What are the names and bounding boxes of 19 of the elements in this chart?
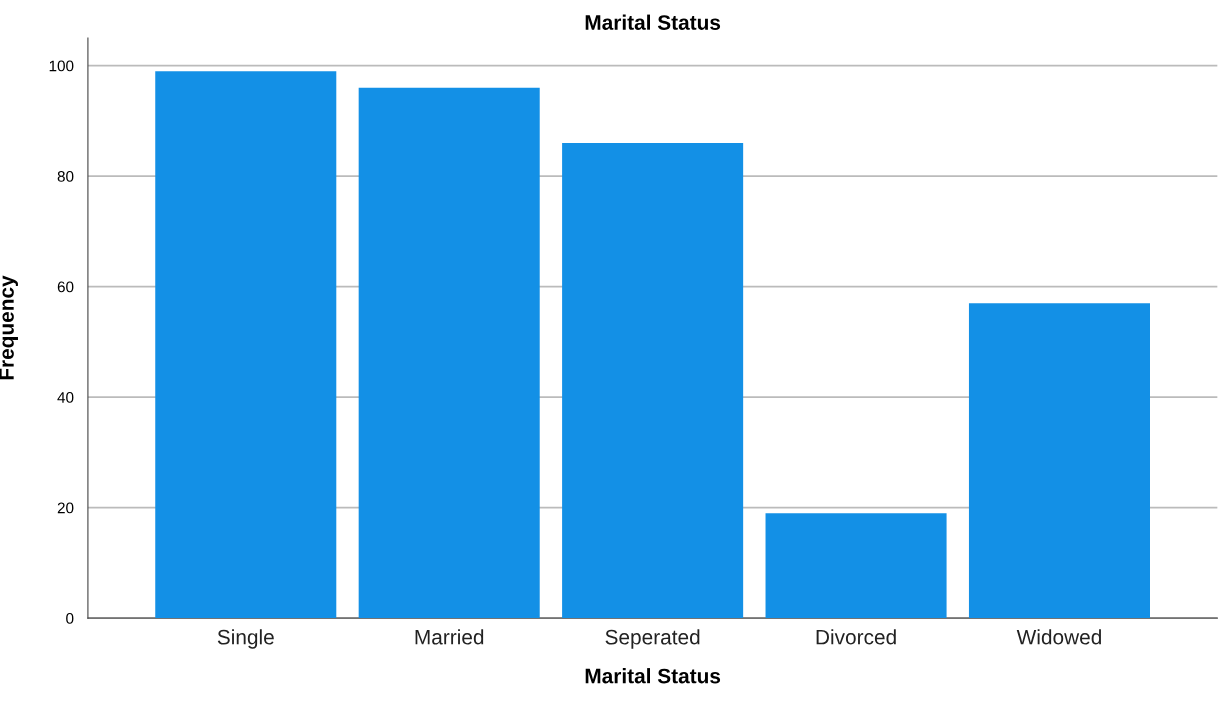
x-tick-label: Married [415,629,484,645]
x-tick-label: Divorced [816,629,896,645]
bar [155,71,337,619]
y-tick-label: 20 [57,502,74,514]
x-tick-label: Seperated [605,629,700,649]
y-tick-label: 80 [57,171,74,182]
y-tick-label: 40 [57,391,74,403]
y-tick-label: 100 [49,60,74,72]
y-tick-label: 0 [66,612,74,624]
bar [562,142,744,619]
x-axis-title: Marital Status [585,668,721,684]
chart-title: Marital Status [585,14,721,30]
bar [765,513,947,619]
y-axis-title: Frequency [0,275,18,380]
x-tick-label: Single [217,629,274,649]
bar [968,303,1150,619]
y-tick-label: 60 [57,281,74,293]
bar [358,87,540,619]
x-tick-label: Widowed [1016,629,1101,645]
